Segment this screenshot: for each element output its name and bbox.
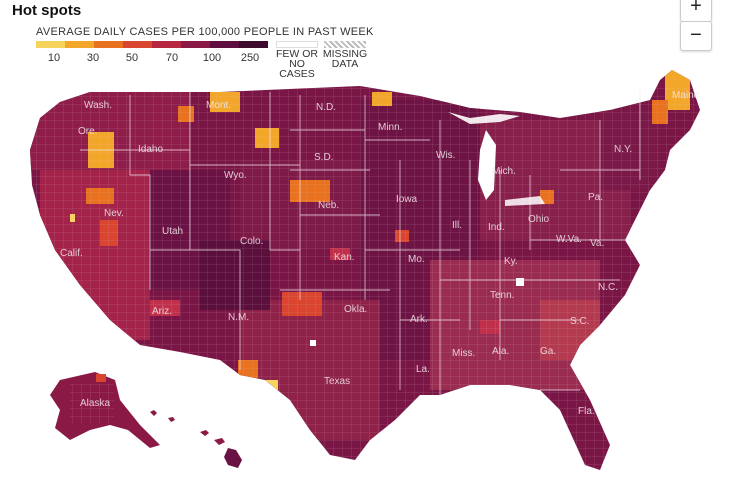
- few-cases-label: FEW OR NO CASES: [276, 48, 318, 80]
- state-label: Idaho: [138, 144, 163, 155]
- legend-tick: 30: [86, 52, 100, 64]
- state-label: N.C.: [598, 282, 618, 293]
- state-label: Fla.: [578, 406, 595, 417]
- state-label: Miss.: [452, 348, 475, 359]
- state-label: Kan.: [334, 252, 355, 263]
- state-label: S.C.: [570, 316, 589, 327]
- legend-tick: 50: [125, 52, 139, 64]
- state-label: Alaska: [80, 398, 110, 409]
- state-label: Wis.: [436, 150, 455, 161]
- state-label: Ky.: [504, 256, 518, 267]
- state-label: Mont.: [206, 100, 231, 111]
- state-label: Wyo.: [224, 170, 247, 181]
- state-label: Neb.: [318, 200, 339, 211]
- state-label: N.Y.: [614, 144, 632, 155]
- state-label: Utah: [162, 226, 183, 237]
- state-labels: Wash. Ore. Calif. Nev. Idaho Mont. Wyo. …: [60, 90, 700, 417]
- legend-swatch: [152, 41, 181, 48]
- legend-swatch: [210, 41, 239, 48]
- state-label: Iowa: [396, 194, 418, 205]
- state-label: Wash.: [84, 100, 112, 111]
- state-label: Ohio: [528, 214, 550, 225]
- state-label: Tenn.: [490, 290, 514, 301]
- missing-data-swatch: [324, 41, 366, 48]
- state-label: N.M.: [228, 312, 249, 323]
- legend-swatch: [94, 41, 123, 48]
- state-label: Ill.: [452, 220, 462, 231]
- legend-tick: 100: [202, 52, 222, 64]
- state-label: Maine: [672, 90, 700, 101]
- legend-swatch: [181, 41, 210, 48]
- state-label: Nev.: [104, 208, 124, 219]
- state-label: Mich.: [492, 166, 516, 177]
- state-label: Ariz.: [152, 306, 172, 317]
- missing-data-label: MISSING DATA: [322, 48, 368, 70]
- hawaii: [200, 430, 242, 468]
- legend-title: AVERAGE DAILY CASES PER 100,000 PEOPLE I…: [36, 26, 374, 38]
- state-label: S.D.: [314, 152, 333, 163]
- state-label: Va.: [590, 238, 604, 249]
- state-label: Calif.: [60, 248, 83, 259]
- map-title: Hot spots: [12, 2, 82, 19]
- state-label: W.Va.: [556, 234, 582, 245]
- state-label: Colo.: [240, 236, 263, 247]
- legend-tick: 250: [240, 52, 260, 64]
- state-label: Pa.: [588, 192, 603, 203]
- legend-tick: 10: [47, 52, 61, 64]
- state-label: Ark.: [410, 314, 428, 325]
- legend-swatch: [36, 41, 65, 48]
- state-label: Ga.: [540, 346, 556, 357]
- state-label: N.D.: [316, 102, 336, 113]
- state-label: Ore.: [78, 126, 97, 137]
- state-label: Ala.: [492, 346, 509, 357]
- state-label: Mo.: [408, 254, 425, 265]
- state-label: Minn.: [378, 122, 402, 133]
- zoom-out-button[interactable]: −: [680, 21, 712, 51]
- legend-swatch: [65, 41, 94, 48]
- alaska: [50, 372, 175, 448]
- state-label: Okla.: [344, 304, 367, 315]
- state-label: Ind.: [488, 222, 505, 233]
- state-label: La.: [416, 364, 430, 375]
- legend-swatch: [239, 41, 268, 48]
- legend-tick: 70: [165, 52, 179, 64]
- few-cases-swatch: [276, 41, 318, 48]
- state-label: Texas: [324, 376, 350, 387]
- legend-swatch: [123, 41, 152, 48]
- legend-color-scale: [36, 41, 268, 48]
